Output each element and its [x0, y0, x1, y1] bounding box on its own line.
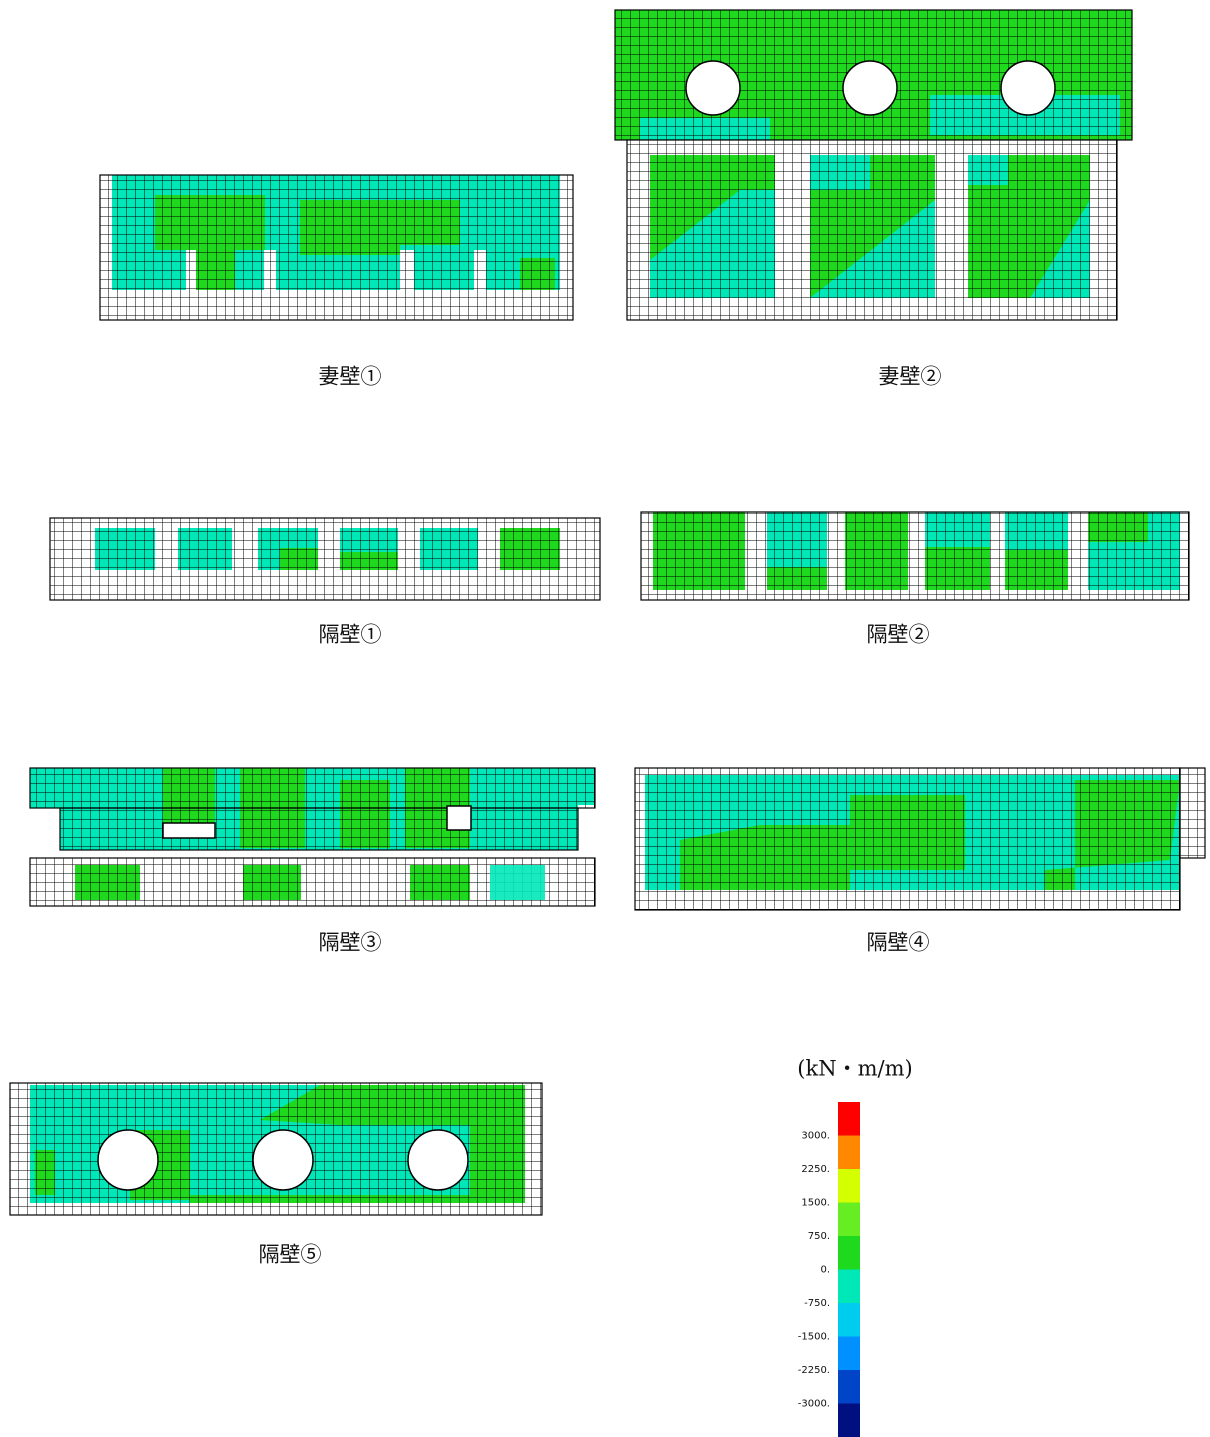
panel-label: 隔壁③: [319, 931, 382, 955]
panel-label: 隔壁④: [867, 931, 930, 955]
fem-mesh: [640, 511, 1190, 601]
panel-label: 隔壁⑤: [259, 1243, 322, 1267]
fem-mesh: [59, 807, 579, 851]
opening: [685, 60, 741, 116]
opening: [842, 60, 898, 116]
colorbar-tick-label: 0.: [820, 1265, 830, 1276]
panel-kaku-2: [640, 511, 1190, 601]
opening: [446, 805, 472, 831]
colorbar: 3000. 2250. 1500. 750. 0. -750. -1500. -2250. -3…: [798, 1102, 860, 1437]
colorbar-tick-label: 1500.: [801, 1198, 830, 1209]
colorbar-tick-label: -750.: [804, 1298, 830, 1309]
panel-kaku-1: [49, 517, 601, 601]
panel-kaku-5: [9, 1082, 543, 1216]
colorbar-bin: [838, 1336, 860, 1371]
contour-zone: [490, 865, 545, 900]
colorbar-tick-label: 3000.: [801, 1131, 830, 1142]
colorbar-bin: [838, 1169, 860, 1203]
opening: [1000, 60, 1056, 116]
fem-mesh: [1179, 767, 1206, 859]
panel-label: 隔壁②: [867, 623, 930, 647]
panel-label: 隔壁①: [319, 623, 382, 647]
colorbar-bin: [838, 1370, 860, 1404]
colorbar-bin: [838, 1202, 860, 1237]
opening: [407, 1129, 469, 1191]
colorbar-bin: [838, 1403, 860, 1437]
colorbar-bin: [838, 1303, 860, 1337]
panel-kaku-4: [634, 767, 1206, 911]
colorbar-tick-label: -2250.: [798, 1365, 830, 1376]
colorbar-bin: [838, 1102, 860, 1136]
panel-tsuma-1: [99, 174, 574, 321]
opening: [162, 822, 216, 839]
colorbar-bin: [838, 1135, 860, 1170]
panel-tsuma-2: [614, 9, 1133, 321]
colorbar-tick-label: 2250.: [801, 1164, 830, 1175]
colorbar-tick-label: 750.: [808, 1231, 830, 1242]
panel-label: 妻壁①: [319, 365, 382, 389]
colorbar-tick-label: -1500.: [798, 1332, 830, 1343]
fem-mesh: [626, 139, 1118, 321]
legend-unit: (kN・m/m): [797, 1057, 912, 1081]
opening: [252, 1129, 314, 1191]
colorbar-bin: [838, 1269, 860, 1304]
colorbar-bin: [838, 1236, 860, 1270]
fem-mesh: [99, 174, 574, 321]
colorbar-tick-label: -3000.: [798, 1399, 830, 1410]
fem-mesh: [634, 767, 1181, 911]
fem-mesh: [29, 767, 596, 809]
panel-label: 妻壁②: [879, 365, 942, 389]
fem-mesh: [49, 517, 601, 601]
panel-kaku-3: [29, 767, 596, 907]
opening: [97, 1129, 159, 1191]
